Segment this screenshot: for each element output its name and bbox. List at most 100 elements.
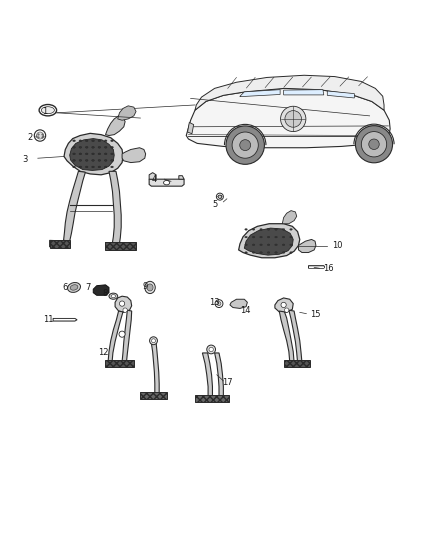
Ellipse shape [92,140,94,142]
Ellipse shape [79,166,81,168]
Text: 2: 2 [28,133,33,142]
Text: 1: 1 [42,107,47,116]
Ellipse shape [73,159,75,161]
Text: 8: 8 [102,289,107,298]
Ellipse shape [267,236,270,238]
Ellipse shape [85,147,88,148]
Polygon shape [49,240,70,248]
Text: 9: 9 [142,281,148,290]
Ellipse shape [290,229,292,230]
Polygon shape [115,296,132,312]
Ellipse shape [245,252,247,253]
Polygon shape [308,265,325,268]
Ellipse shape [104,153,107,155]
Text: 12: 12 [98,349,109,358]
Ellipse shape [92,153,94,155]
Polygon shape [202,353,212,398]
Ellipse shape [85,159,88,161]
Ellipse shape [252,252,255,253]
Ellipse shape [267,252,270,253]
Text: 4: 4 [152,175,157,184]
Ellipse shape [119,331,125,337]
FancyBboxPatch shape [105,360,134,367]
Polygon shape [195,75,384,110]
Ellipse shape [163,181,170,185]
Ellipse shape [290,252,292,253]
Text: 14: 14 [240,305,251,314]
Ellipse shape [145,281,155,294]
Ellipse shape [260,244,262,246]
Ellipse shape [282,236,285,238]
Ellipse shape [207,345,215,354]
Polygon shape [149,173,156,179]
Ellipse shape [111,153,113,155]
Polygon shape [327,91,354,98]
Text: 15: 15 [310,310,320,319]
Ellipse shape [281,106,306,132]
Ellipse shape [67,282,81,293]
Ellipse shape [73,147,75,148]
Polygon shape [289,310,302,362]
Polygon shape [108,311,123,362]
Ellipse shape [111,159,113,161]
FancyBboxPatch shape [284,360,310,367]
Ellipse shape [111,166,113,168]
Text: 10: 10 [332,241,342,250]
Ellipse shape [111,140,113,142]
Ellipse shape [282,244,285,246]
Ellipse shape [98,166,101,168]
Ellipse shape [85,153,88,155]
Ellipse shape [361,132,387,157]
Polygon shape [179,176,184,179]
Ellipse shape [150,337,157,345]
Ellipse shape [267,244,270,246]
Ellipse shape [369,139,379,149]
Ellipse shape [285,308,289,312]
Ellipse shape [73,153,75,155]
Ellipse shape [120,301,125,306]
Text: 6: 6 [63,282,68,292]
Ellipse shape [70,285,78,290]
Polygon shape [70,139,114,171]
Ellipse shape [216,193,223,200]
Text: 17: 17 [223,378,233,387]
Ellipse shape [79,159,81,161]
Ellipse shape [98,147,101,148]
Text: 5: 5 [212,199,217,208]
Polygon shape [239,224,300,258]
Ellipse shape [240,140,251,151]
Polygon shape [215,353,223,398]
Ellipse shape [275,229,277,230]
Polygon shape [118,106,136,120]
Text: 13: 13 [209,298,220,307]
Polygon shape [187,123,194,134]
Ellipse shape [98,153,101,155]
Polygon shape [93,285,109,295]
Polygon shape [122,148,146,163]
Polygon shape [279,311,294,362]
Ellipse shape [104,166,107,168]
Ellipse shape [245,244,247,246]
Ellipse shape [232,132,258,158]
FancyBboxPatch shape [195,395,229,402]
Ellipse shape [260,236,262,238]
Ellipse shape [39,104,57,116]
Polygon shape [64,133,123,175]
Text: 11: 11 [42,315,53,324]
Ellipse shape [111,147,113,148]
Ellipse shape [209,348,213,352]
FancyBboxPatch shape [106,243,136,250]
Polygon shape [151,343,159,394]
Ellipse shape [252,236,255,238]
FancyBboxPatch shape [140,392,166,399]
Polygon shape [186,88,390,148]
Ellipse shape [152,339,155,343]
Polygon shape [298,239,316,253]
Ellipse shape [111,295,116,298]
Ellipse shape [34,130,46,141]
Polygon shape [244,228,293,255]
Ellipse shape [73,140,75,142]
Ellipse shape [92,147,94,148]
FancyBboxPatch shape [49,240,70,248]
Ellipse shape [98,159,101,161]
